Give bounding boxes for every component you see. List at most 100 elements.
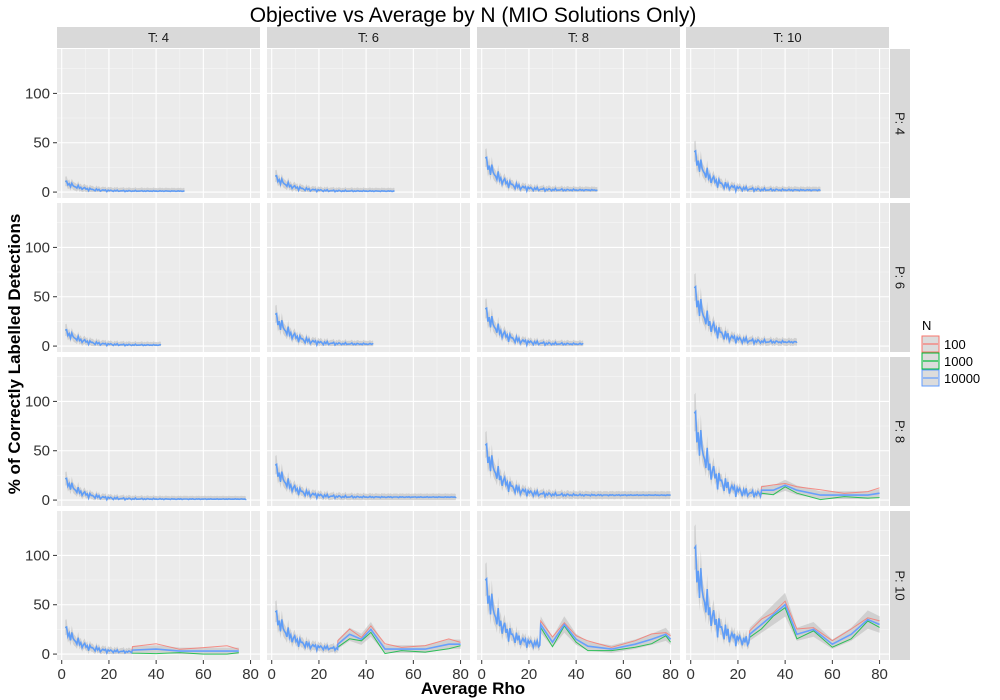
legend-label: 10000 <box>944 371 980 386</box>
series-line-10000 <box>274 463 457 501</box>
confidence-band <box>694 140 821 193</box>
panel-background <box>267 357 470 506</box>
x-tick-label: 20 <box>521 666 538 683</box>
legend-title: N <box>922 318 931 333</box>
y-tick-label: 50 <box>33 443 50 460</box>
legend: N 100 1000 10000 <box>921 318 980 387</box>
column-strip-label: T: 6 <box>358 30 379 45</box>
legend-label: 100 <box>944 337 966 352</box>
x-tick-label: 80 <box>452 666 469 683</box>
column-strip-label: T: 10 <box>773 30 801 45</box>
panel-background <box>267 49 470 198</box>
panel-r2-c4 <box>686 203 889 352</box>
y-axis-title: % of Correctly Labelled Detections <box>5 214 24 495</box>
y-tick-label: 0 <box>42 646 50 663</box>
y-tick-label: 0 <box>42 338 50 355</box>
row-strip <box>890 511 910 660</box>
chart-title: Objective vs Average by N (MIO Solutions… <box>250 4 697 27</box>
panel-r2-c1 <box>57 203 260 352</box>
panel-r4-c2 <box>267 511 470 660</box>
x-tick-label: 20 <box>101 666 118 683</box>
panel-r3-c4 <box>686 357 889 506</box>
legend-item-1000: 1000 <box>921 352 973 370</box>
legend-item-10000: 10000 <box>921 369 980 387</box>
panel-background <box>57 357 260 506</box>
x-tick-label: 40 <box>568 666 585 683</box>
x-tick-label: 0 <box>478 666 486 683</box>
confidence-band <box>275 455 456 501</box>
y-tick-label: 50 <box>33 135 50 152</box>
y-tick-label: 100 <box>25 393 50 410</box>
panel-background <box>57 511 260 660</box>
x-tick-label: 80 <box>871 666 888 683</box>
confidence-band <box>65 176 185 193</box>
x-tick-label: 20 <box>311 666 328 683</box>
panel-r1-c2 <box>267 49 470 198</box>
panel-background <box>477 203 680 352</box>
row-strip-label: P: 4 <box>893 112 908 135</box>
x-tick-label: 40 <box>148 666 165 683</box>
legend-label: 1000 <box>944 354 973 369</box>
panel-r1-c4 <box>686 49 889 198</box>
series-line-10000 <box>274 312 374 348</box>
column-strip <box>267 27 470 48</box>
panel-background <box>686 511 889 660</box>
series-line-10000 <box>275 174 395 194</box>
row-strip-label: P: 8 <box>893 420 908 443</box>
y-axis: 0 50 100 0 50 100 0 50 100 0 50 100 <box>25 85 57 663</box>
column-strip-label: T: 8 <box>568 30 589 45</box>
x-tick-label: 0 <box>268 666 276 683</box>
series-line-10000 <box>484 576 672 650</box>
row-strip-label: P: 10 <box>893 570 908 600</box>
y-tick-label: 100 <box>25 85 50 102</box>
legend-item-100: 100 <box>921 335 966 353</box>
column-strip <box>57 27 260 48</box>
x-tick-label: 0 <box>58 666 66 683</box>
series-line-10000 <box>484 306 584 348</box>
panel-r4-c4 <box>686 511 889 660</box>
x-tick-label: 80 <box>242 666 259 683</box>
panel-r3-c3 <box>477 357 680 506</box>
series-line-10000 <box>693 409 880 499</box>
row-strip <box>890 203 910 352</box>
confidence-band <box>275 600 461 654</box>
panel-r3-c2 <box>267 357 470 506</box>
x-tick-label: 0 <box>687 666 695 683</box>
x-tick-label: 40 <box>358 666 375 683</box>
series-line-10000 <box>693 149 821 195</box>
y-tick-label: 0 <box>42 184 50 201</box>
x-tick-label: 40 <box>777 666 794 683</box>
panel-r1-c1 <box>57 49 260 198</box>
series-line-10000 <box>693 543 880 648</box>
row-strip-label: P: 6 <box>893 266 908 289</box>
row-strip <box>890 357 910 506</box>
column-strip <box>477 27 680 48</box>
series-line-10000 <box>65 328 162 348</box>
x-tick-label: 80 <box>662 666 679 683</box>
panel-r4-c3 <box>477 511 680 660</box>
x-tick-label: 60 <box>824 666 841 683</box>
panel-background <box>57 203 260 352</box>
x-tick-label: 60 <box>195 666 212 683</box>
y-tick-label: 0 <box>42 492 50 509</box>
panel-r3-c1 <box>57 357 260 506</box>
confidence-band <box>485 148 598 193</box>
x-tick-label: 60 <box>615 666 632 683</box>
confidence-band <box>485 431 671 501</box>
facet-panels: T: 4 T: 6 T: 8 T: 10 P: 4 P: 6 P: 8 P: 10 <box>57 27 910 660</box>
series-line-10000 <box>484 442 671 499</box>
column-strip-label: T: 4 <box>148 30 169 45</box>
confidence-band <box>65 471 246 501</box>
panel-background <box>477 49 680 198</box>
series-line-10000 <box>274 609 461 654</box>
y-tick-label: 50 <box>33 289 50 306</box>
column-strip <box>686 27 889 48</box>
series-line-10000 <box>65 477 247 502</box>
confidence-band <box>275 169 395 193</box>
x-axis-title: Average Rho <box>421 679 525 698</box>
panel-background <box>686 49 889 198</box>
y-tick-label: 50 <box>33 597 50 614</box>
panel-r4-c1 <box>57 511 260 660</box>
x-tick-label: 20 <box>730 666 747 683</box>
